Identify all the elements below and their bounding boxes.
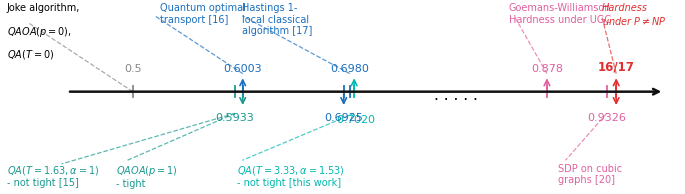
Text: 0.9326: 0.9326 xyxy=(587,113,626,123)
Text: SDP on cubic
graphs [20]: SDP on cubic graphs [20] xyxy=(558,164,622,185)
Text: Hastings 1-
local classical
algorithm [17]: Hastings 1- local classical algorithm [1… xyxy=(242,3,313,36)
Text: Hardness
under $P \neq NP$: Hardness under $P \neq NP$ xyxy=(601,3,667,27)
Text: 0.5: 0.5 xyxy=(124,64,142,74)
Text: Goemans-Williamson
Hardness under UGC: Goemans-Williamson Hardness under UGC xyxy=(508,3,611,25)
Text: Joke algorithm,: Joke algorithm, xyxy=(7,3,80,13)
Text: 0.6003: 0.6003 xyxy=(223,64,262,74)
Text: Quantum optimal
transport [16]: Quantum optimal transport [16] xyxy=(160,3,246,25)
Text: $QA(T=0)$: $QA(T=0)$ xyxy=(7,48,54,61)
Text: 0.878: 0.878 xyxy=(531,64,563,74)
Text: 0.6980: 0.6980 xyxy=(330,64,369,74)
Text: 0.6925: 0.6925 xyxy=(324,113,363,123)
Text: 16/17: 16/17 xyxy=(598,61,634,74)
Text: $QA(T=3.33, \alpha=1.53)$
- not tight [this work]: $QA(T=3.33, \alpha=1.53)$ - not tight [t… xyxy=(237,164,345,189)
Text: . . . . .: . . . . . xyxy=(434,88,478,103)
Text: $QA(T=1.63, \alpha=1)$
- not tight [15]: $QA(T=1.63, \alpha=1)$ - not tight [15] xyxy=(7,164,99,189)
Text: $QAOA(p=1)$
- tight: $QAOA(p=1)$ - tight xyxy=(116,164,178,190)
Text: $QAOA(p=0),$: $QAOA(p=0),$ xyxy=(7,25,72,39)
Text: $\ $0.7020: $\ $0.7020 xyxy=(333,113,375,125)
Text: 0.5933: 0.5933 xyxy=(216,113,254,123)
